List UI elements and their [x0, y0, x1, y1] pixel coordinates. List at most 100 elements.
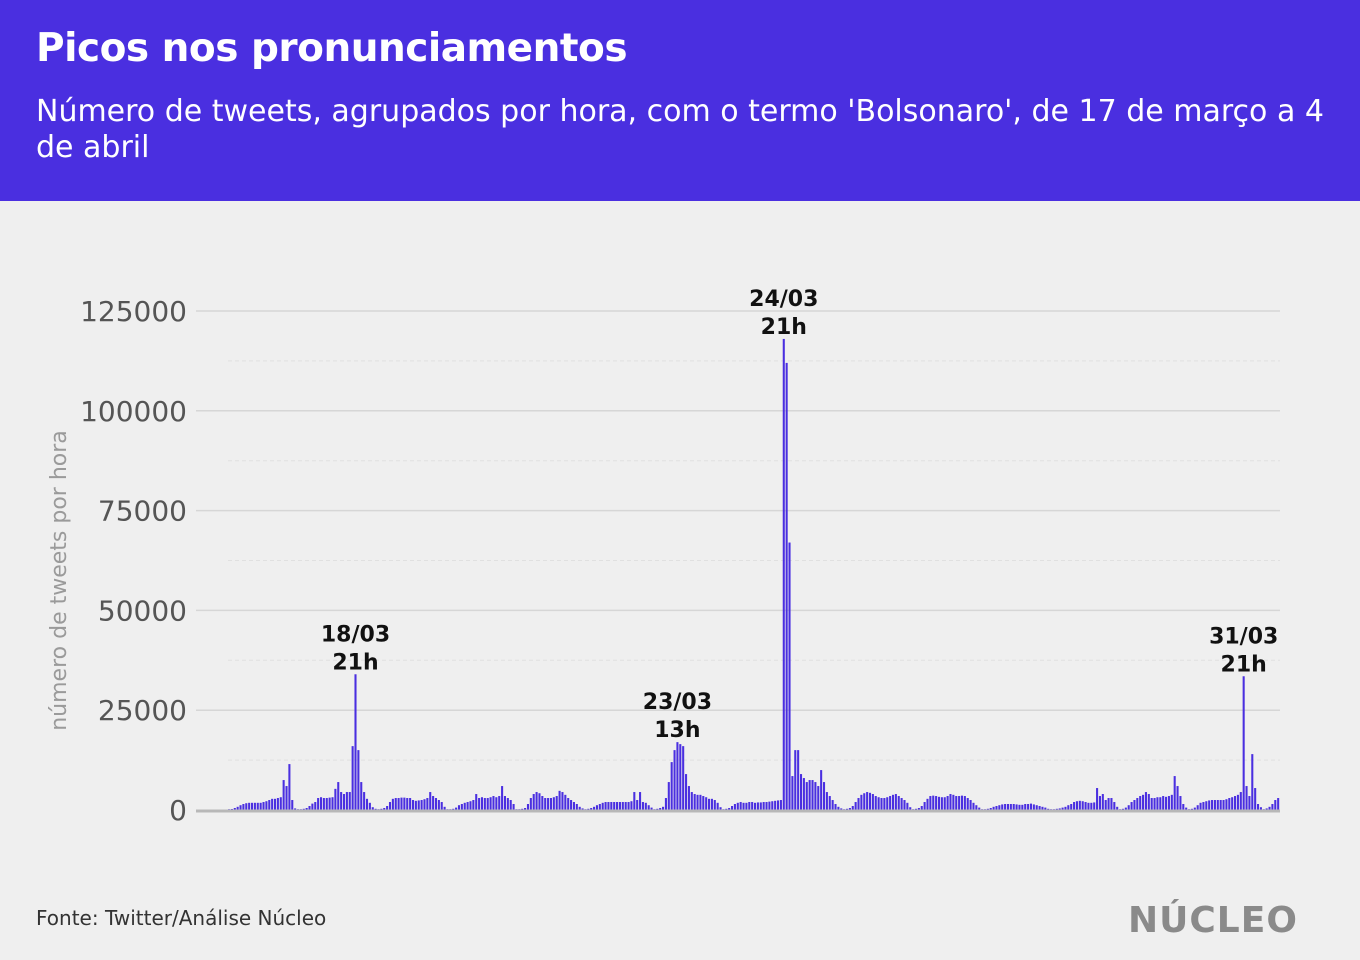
bar [650, 807, 653, 810]
bar [624, 802, 627, 810]
bar [805, 782, 808, 810]
bar [1009, 804, 1012, 810]
bar [705, 797, 708, 810]
bar [1136, 798, 1139, 810]
bar [593, 806, 596, 810]
bar [1268, 806, 1271, 810]
bar [662, 806, 665, 810]
bar [914, 808, 918, 810]
bar [949, 794, 952, 810]
bar [233, 808, 236, 810]
bars [228, 338, 1280, 810]
bar [409, 798, 412, 810]
bar [406, 798, 409, 810]
bar [253, 802, 256, 810]
chart-title: Picos nos pronunciamentos [36, 26, 628, 71]
bar [641, 802, 644, 810]
peak-hour-label: 21h [761, 315, 807, 340]
y-axis-label: número de tweets por hora [47, 430, 72, 731]
bar [403, 797, 406, 810]
bar [322, 798, 325, 810]
bar [604, 802, 607, 810]
bar [891, 794, 895, 810]
bar [771, 801, 774, 810]
bar [348, 792, 351, 810]
bar [851, 806, 854, 810]
bar [756, 802, 759, 810]
bar [478, 798, 481, 810]
bar [1064, 806, 1067, 810]
bar [1156, 797, 1159, 810]
bar [728, 808, 731, 810]
bar [552, 797, 555, 810]
bar [469, 801, 472, 810]
bar [319, 797, 323, 810]
bar [558, 790, 561, 810]
bar [1162, 796, 1165, 810]
bar [242, 804, 245, 810]
bar [725, 808, 728, 810]
bar [285, 786, 288, 810]
bar [719, 807, 722, 810]
bar [1032, 804, 1035, 810]
bar [601, 802, 604, 810]
bar [955, 796, 958, 810]
bar [613, 802, 616, 810]
bar [1133, 800, 1136, 810]
bar [1058, 808, 1061, 810]
bar [998, 805, 1001, 810]
bar [960, 795, 964, 810]
bar [440, 802, 443, 810]
bar [245, 803, 248, 810]
bar [572, 802, 575, 810]
bar [978, 807, 981, 810]
bar [794, 750, 797, 810]
bar [616, 802, 619, 810]
bar [342, 794, 346, 810]
bar [710, 798, 713, 810]
bar [1027, 804, 1030, 810]
bar [1018, 804, 1021, 810]
bar [1006, 804, 1010, 810]
bar [371, 807, 374, 810]
peak-hour-label: 21h [332, 650, 378, 675]
bar [429, 792, 432, 810]
bar [388, 802, 392, 810]
bar [291, 800, 294, 810]
bar [337, 782, 340, 810]
bar [581, 808, 584, 810]
bar [731, 806, 734, 810]
bar [690, 792, 693, 810]
bar [1038, 806, 1041, 810]
bar [1182, 804, 1185, 810]
source-note: Fonte: Twitter/Análise Núcleo [36, 906, 327, 930]
bar [1196, 805, 1199, 810]
y-tick-label: 0 [169, 794, 187, 827]
bar [1081, 801, 1084, 810]
bar [937, 796, 941, 810]
bar [1259, 807, 1262, 810]
bar [1176, 786, 1179, 810]
bar [1073, 802, 1076, 810]
bar [509, 800, 512, 810]
bar [1075, 801, 1078, 810]
bar [250, 802, 254, 810]
bar [1029, 803, 1032, 810]
bar [437, 800, 440, 810]
bar [785, 362, 788, 810]
bar [886, 797, 889, 810]
bar [1179, 796, 1182, 810]
bar [923, 802, 926, 810]
bar [598, 804, 601, 810]
bar [1142, 794, 1145, 810]
y-tick-label: 75000 [98, 495, 187, 528]
bar [854, 802, 857, 810]
bar [857, 798, 860, 810]
bar [644, 802, 647, 810]
bar [239, 805, 242, 810]
bar [667, 782, 670, 810]
bar [259, 802, 262, 810]
bar [1185, 807, 1188, 810]
bar [1234, 796, 1237, 810]
bar [1170, 794, 1173, 810]
